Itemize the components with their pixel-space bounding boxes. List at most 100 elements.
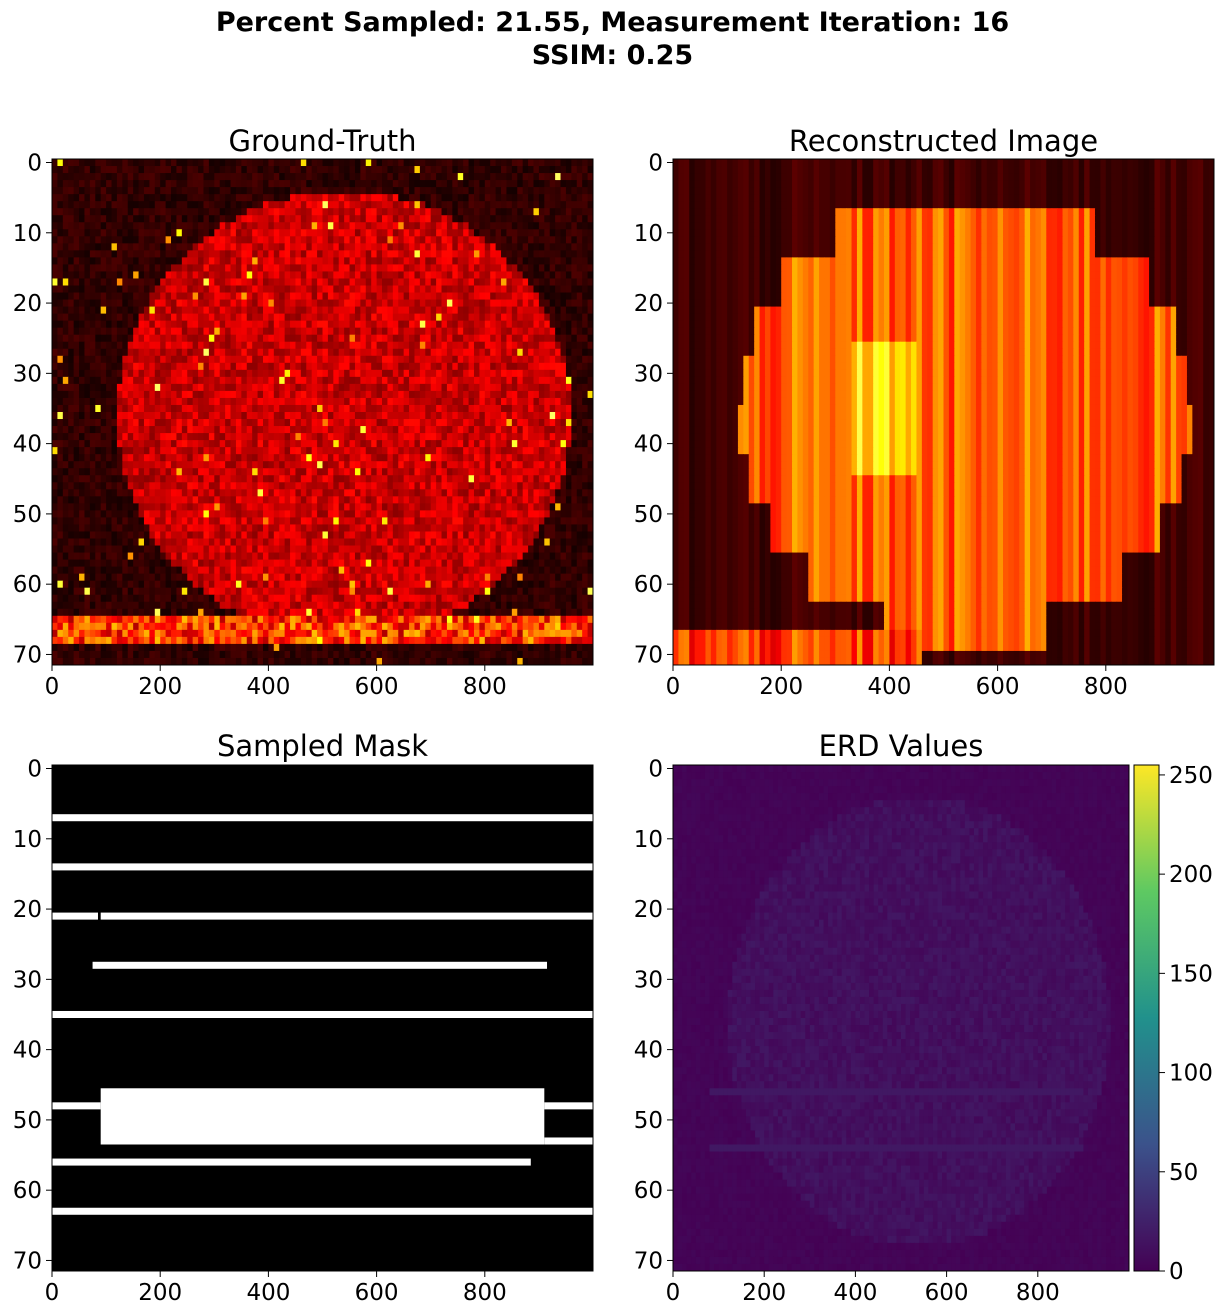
heatmap-cell bbox=[517, 299, 524, 308]
heatmap-cell bbox=[257, 475, 264, 483]
heatmap-cell bbox=[219, 482, 226, 490]
heatmap-cell bbox=[279, 397, 286, 406]
heatmap-cell bbox=[528, 468, 534, 476]
heatmap-cell bbox=[290, 194, 296, 202]
heatmap-cell bbox=[52, 201, 58, 209]
heatmap-cell bbox=[160, 461, 167, 469]
heatmap-cell bbox=[484, 376, 491, 385]
heatmap-cell bbox=[116, 243, 123, 251]
heatmap-cell bbox=[290, 320, 296, 329]
heatmap-cell bbox=[57, 306, 64, 315]
heatmap-cell bbox=[501, 496, 507, 504]
heatmap-cell bbox=[192, 412, 199, 420]
heatmap-cell bbox=[230, 412, 237, 420]
heatmap-cell bbox=[306, 447, 313, 455]
heatmap-cell bbox=[106, 475, 113, 483]
heatmap-cell bbox=[203, 285, 210, 294]
heatmap-cell bbox=[252, 503, 259, 511]
heatmap-cell bbox=[116, 426, 123, 434]
heatmap-cell bbox=[452, 257, 459, 265]
heatmap-cell bbox=[68, 187, 75, 195]
heatmap-cell bbox=[398, 489, 405, 497]
heatmap-cell bbox=[116, 390, 123, 399]
heatmap-cell bbox=[230, 426, 237, 434]
heatmap-cell bbox=[452, 194, 459, 202]
heatmap-cell bbox=[106, 201, 113, 209]
heatmap-cell bbox=[154, 271, 161, 279]
heatmap-cell bbox=[235, 503, 242, 511]
heatmap-cell bbox=[409, 468, 415, 476]
heatmap-cell bbox=[214, 496, 221, 504]
heatmap-cell bbox=[79, 229, 85, 237]
heatmap-cell bbox=[154, 489, 161, 497]
heatmap-cell bbox=[279, 208, 286, 216]
heatmap-cell bbox=[208, 433, 215, 441]
heatmap-cell bbox=[214, 285, 221, 294]
heatmap-cell bbox=[89, 159, 96, 167]
heatmap-cell bbox=[52, 404, 58, 413]
heatmap-cell bbox=[501, 215, 507, 223]
heatmap-cell bbox=[419, 341, 426, 350]
heatmap-cell bbox=[273, 369, 280, 378]
heatmap-cell bbox=[198, 390, 204, 399]
heatmap-cell bbox=[501, 166, 507, 174]
heatmap-cell bbox=[149, 222, 156, 230]
heatmap-cell bbox=[171, 320, 177, 329]
heatmap-cell bbox=[365, 503, 372, 511]
heatmap-cell bbox=[511, 292, 518, 301]
heatmap-cell bbox=[403, 482, 410, 490]
heatmap-cell bbox=[344, 412, 351, 420]
heatmap-cell bbox=[84, 419, 91, 427]
heatmap-cell bbox=[300, 461, 307, 469]
heatmap-cell bbox=[311, 306, 318, 315]
heatmap-cell bbox=[84, 376, 91, 385]
heatmap-cell bbox=[225, 440, 232, 448]
heatmap-cell bbox=[52, 215, 58, 223]
heatmap-cell bbox=[452, 390, 459, 399]
heatmap-cell bbox=[127, 208, 134, 216]
heatmap-cell bbox=[219, 306, 226, 315]
heatmap-cell bbox=[468, 383, 475, 392]
heatmap-cell bbox=[538, 271, 545, 279]
heatmap-cell bbox=[225, 327, 232, 336]
heatmap-cell bbox=[252, 482, 259, 490]
heatmap-cell bbox=[349, 215, 356, 223]
heatmap-cell bbox=[587, 426, 594, 434]
heatmap-cell bbox=[241, 243, 248, 251]
heatmap-cell bbox=[403, 461, 410, 469]
heatmap-cell bbox=[165, 257, 172, 265]
heatmap-cell bbox=[528, 412, 534, 420]
heatmap-cell bbox=[587, 355, 594, 364]
heatmap-cell bbox=[262, 166, 269, 174]
heatmap-cell bbox=[382, 489, 388, 497]
heatmap-cell bbox=[371, 447, 378, 455]
heatmap-cell bbox=[338, 201, 345, 209]
heatmap-cell bbox=[452, 159, 459, 167]
heatmap-cell bbox=[203, 194, 210, 202]
heatmap-cell bbox=[479, 404, 486, 413]
heatmap-cell bbox=[235, 292, 242, 301]
heatmap-cell bbox=[506, 327, 513, 336]
heatmap-cell bbox=[555, 264, 562, 272]
heatmap-cell bbox=[333, 278, 340, 286]
heatmap-cell bbox=[430, 390, 437, 399]
heatmap-cell bbox=[306, 454, 313, 462]
heatmap-cell bbox=[479, 320, 486, 329]
heatmap-cell bbox=[252, 222, 259, 230]
heatmap-cell bbox=[73, 194, 80, 202]
heatmap-cell bbox=[419, 348, 426, 357]
heatmap-cell bbox=[89, 250, 96, 258]
heatmap-cell bbox=[171, 397, 177, 406]
heatmap-cell bbox=[403, 454, 410, 462]
heatmap-cell bbox=[62, 271, 69, 279]
heatmap-cell bbox=[176, 299, 183, 308]
heatmap-cell bbox=[452, 482, 459, 490]
heatmap-cell bbox=[419, 397, 426, 406]
heatmap-cell bbox=[392, 383, 399, 392]
heatmap-cell bbox=[549, 306, 556, 315]
heatmap-cell bbox=[452, 383, 459, 392]
heatmap-cell bbox=[62, 299, 69, 308]
heatmap-cell bbox=[203, 278, 210, 286]
heatmap-cell bbox=[198, 180, 204, 188]
heatmap-cell bbox=[538, 201, 545, 209]
